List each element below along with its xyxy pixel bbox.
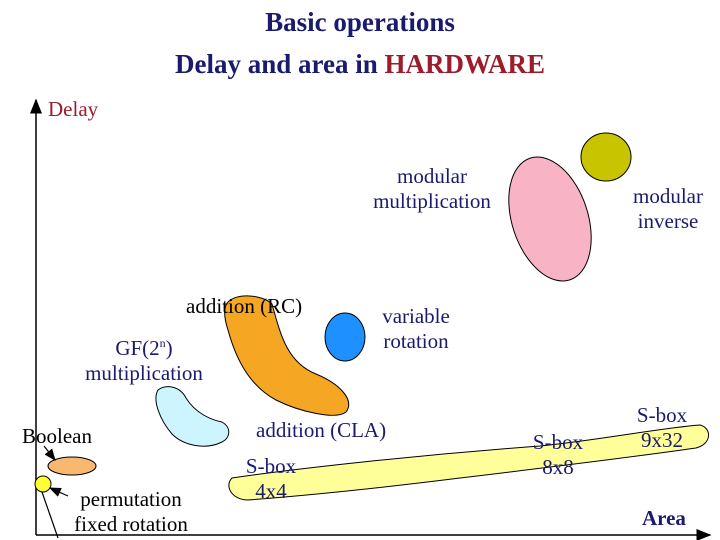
variable-rotation-region [324, 312, 366, 362]
y-axis-label: Delay [48, 97, 99, 121]
title-line-2: Delay and area in HARDWARE [0, 48, 720, 80]
modular-multiplication-label: modular multiplication [373, 164, 491, 214]
gf-multiplication-label: GF(2n) multiplication [85, 336, 203, 386]
boolean-region [47, 456, 97, 476]
title-highlight: HARDWARE [384, 49, 546, 79]
sbox-4x4-label: S-box 4x4 [245, 454, 297, 504]
title-line-1: Basic operations [265, 7, 455, 37]
modular-inverse-label: modular inverse [633, 184, 703, 234]
addition-rc-region [224, 295, 349, 416]
boolean-label: Boolean [22, 424, 92, 448]
addition-cla-region [228, 424, 709, 501]
permutation-region [34, 475, 52, 493]
permutation-label: permutation fixed rotation [74, 487, 188, 537]
sbox-9x32-label: S-box 9x32 [636, 403, 688, 453]
x-axis-label: Area [642, 506, 686, 530]
addition-rc-label: addition (RC) [186, 294, 303, 318]
permutation-pointer-2 [41, 491, 59, 539]
permutation-pointer [48, 487, 69, 497]
title-prefix: Delay and area in [174, 49, 385, 79]
sbox-8x8-label: S-box 8x8 [532, 430, 584, 480]
variable-rotation-label: variable rotation [382, 304, 450, 354]
boolean-pointer [43, 445, 56, 461]
modular-multiplication-region [508, 156, 592, 282]
gf-multiplication-region [155, 386, 230, 447]
modular-inverse-region [580, 132, 632, 182]
addition-cla-label: addition (CLA) [256, 418, 387, 442]
